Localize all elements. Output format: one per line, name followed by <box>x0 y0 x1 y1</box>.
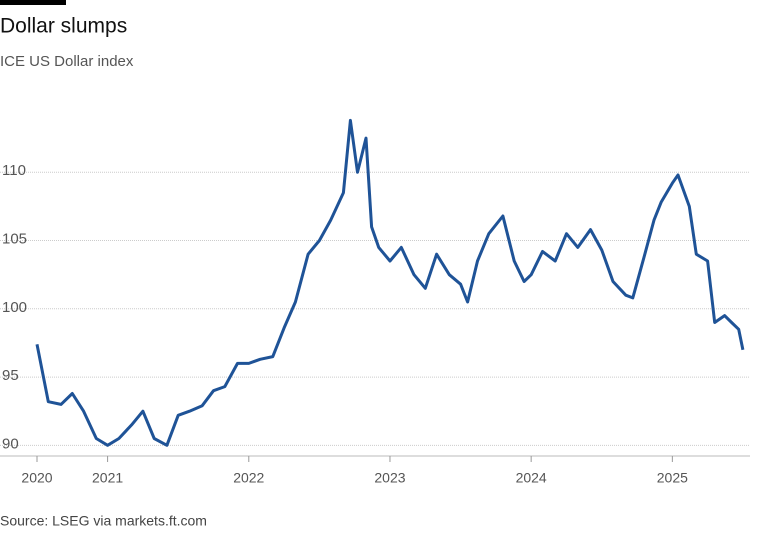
chart-title: Dollar slumps <box>0 15 127 38</box>
y-tick-label: 105 <box>2 231 27 248</box>
x-tick-label: 2022 <box>233 470 264 486</box>
x-tick-label: 2025 <box>657 470 688 486</box>
x-tick-label: 2023 <box>374 470 405 486</box>
source: Source: LSEG via markets.ft.com <box>0 513 207 529</box>
y-tick-label: 90 <box>2 435 19 452</box>
chart-subtitle: ICE US Dollar index <box>0 53 134 70</box>
y-tick-label: 110 <box>2 162 26 179</box>
line <box>35 118 745 447</box>
y-tick-label: 95 <box>2 367 19 384</box>
brand-bar <box>0 0 66 5</box>
x-tick-label: 2020 <box>21 470 52 486</box>
x-tick-label: 2024 <box>516 470 547 486</box>
x-tick-label: 2021 <box>92 470 123 486</box>
y-tick-label: 100 <box>2 299 27 316</box>
